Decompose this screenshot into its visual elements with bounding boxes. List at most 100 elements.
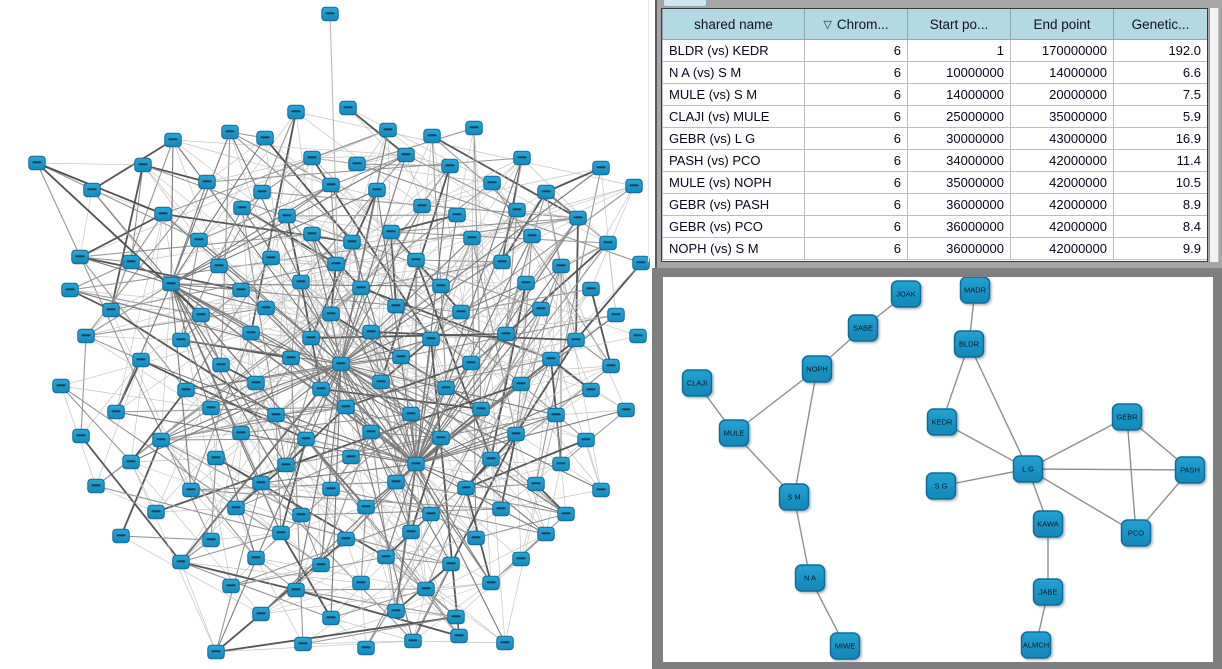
network-node[interactable] [441, 158, 459, 174]
network-node[interactable] [492, 501, 510, 517]
network-node[interactable] [190, 232, 208, 248]
network-node[interactable] [122, 254, 140, 270]
network-node[interactable] [233, 200, 251, 216]
detail-network-node[interactable]: ALMCH [1020, 631, 1052, 659]
network-node[interactable] [154, 206, 172, 222]
network-node[interactable] [629, 328, 647, 344]
network-node[interactable] [599, 235, 617, 251]
network-node[interactable] [210, 258, 228, 274]
network-node[interactable] [312, 381, 330, 397]
column-header-start-position[interactable]: Start po... [907, 9, 1011, 40]
detail-network-canvas[interactable]: JOAK MADR SABE NOPH BLDR CLAJI MULE KEDR GEBR S M… [663, 277, 1213, 662]
network-node[interactable] [592, 160, 610, 176]
network-node[interactable] [343, 234, 361, 250]
network-node[interactable] [482, 575, 500, 591]
network-node[interactable] [256, 130, 274, 146]
network-node[interactable] [71, 249, 89, 265]
network-node[interactable] [332, 356, 350, 372]
column-header-end-point[interactable]: End point [1010, 9, 1114, 40]
network-node[interactable] [450, 628, 468, 644]
network-node[interactable] [77, 328, 95, 344]
network-node[interactable] [387, 298, 405, 314]
network-node[interactable] [517, 275, 535, 291]
network-node[interactable] [252, 475, 270, 491]
network-node[interactable] [172, 554, 190, 570]
detail-network-node[interactable]: KEDR [926, 408, 958, 436]
network-node[interactable] [432, 430, 450, 446]
table-row[interactable]: GEBR (vs) PASH 6 36000000 42000000 8.9 [662, 193, 1207, 216]
network-node[interactable] [508, 202, 526, 218]
network-node[interactable] [247, 375, 265, 391]
network-node[interactable] [542, 351, 560, 367]
network-node[interactable] [322, 177, 340, 193]
detail-network-node[interactable]: S G [925, 472, 957, 500]
network-node[interactable] [302, 330, 320, 346]
network-node[interactable] [404, 633, 422, 649]
detail-network-node[interactable]: SABE [847, 314, 879, 342]
network-node[interactable] [482, 451, 500, 467]
network-node[interactable] [322, 306, 340, 322]
network-node[interactable] [397, 147, 415, 163]
network-node[interactable] [207, 450, 225, 466]
network-node[interactable] [352, 280, 370, 296]
network-node[interactable] [252, 606, 270, 622]
network-node[interactable] [447, 609, 465, 625]
network-node[interactable] [242, 325, 260, 341]
network-node[interactable] [134, 157, 152, 173]
overview-network-canvas[interactable] [0, 0, 655, 669]
network-node[interactable] [493, 254, 511, 270]
network-node[interactable] [362, 424, 380, 440]
network-node[interactable] [147, 504, 165, 520]
detail-network-node[interactable]: JABE [1032, 578, 1064, 606]
network-node[interactable] [407, 252, 425, 268]
detail-network-node[interactable]: S M [778, 483, 810, 511]
network-node[interactable] [465, 120, 483, 136]
network-node[interactable] [617, 402, 635, 418]
detail-network-node[interactable]: KAWA [1032, 510, 1064, 538]
detail-network-node[interactable]: MULE [718, 419, 750, 447]
network-node[interactable] [277, 457, 295, 473]
network-node[interactable] [382, 224, 400, 240]
network-node[interactable] [537, 526, 555, 542]
network-node[interactable] [152, 432, 170, 448]
table-row[interactable]: PASH (vs) PCO 6 34000000 42000000 11.4 [662, 149, 1207, 172]
network-node[interactable] [177, 382, 195, 398]
table-scroll-nub[interactable] [663, 0, 707, 7]
detail-network-node[interactable]: PASH [1174, 456, 1206, 484]
network-node[interactable] [272, 525, 290, 541]
network-node[interactable] [202, 400, 220, 416]
network-node[interactable] [483, 175, 501, 191]
network-node[interactable] [417, 581, 435, 597]
network-node[interactable] [297, 431, 315, 447]
detail-network-node[interactable]: CLAJI [681, 369, 713, 397]
network-node[interactable] [452, 304, 470, 320]
network-node[interactable] [422, 331, 440, 347]
network-node[interactable] [257, 300, 275, 316]
detail-network-node[interactable]: MADR [959, 277, 991, 304]
network-node[interactable] [357, 640, 375, 656]
network-node[interactable] [292, 507, 310, 523]
network-node[interactable] [348, 156, 366, 172]
network-node[interactable] [387, 474, 405, 490]
network-node[interactable] [569, 210, 587, 226]
network-node[interactable] [402, 524, 420, 540]
network-node[interactable] [253, 184, 271, 200]
network-node[interactable] [83, 182, 101, 198]
network-node[interactable] [442, 556, 460, 572]
network-node[interactable] [523, 228, 541, 244]
network-node[interactable] [402, 406, 420, 422]
detail-network-node[interactable]: JOAK [890, 280, 922, 308]
network-node[interactable] [457, 480, 475, 496]
network-node[interactable] [164, 132, 182, 148]
detail-network-node[interactable]: BLDR [953, 330, 985, 358]
column-header-genetic[interactable]: Genetic... [1113, 9, 1207, 40]
network-node[interactable] [552, 258, 570, 274]
table-row[interactable]: BLDR (vs) KEDR 6 1 170000000 192.0 [662, 39, 1207, 62]
network-node[interactable] [407, 456, 425, 472]
network-node[interactable] [232, 425, 250, 441]
network-node[interactable] [537, 184, 555, 200]
network-node[interactable] [192, 307, 210, 323]
network-node[interactable] [198, 174, 216, 190]
network-node[interactable] [437, 380, 455, 396]
table-row[interactable]: GEBR (vs) PCO 6 36000000 42000000 8.4 [662, 215, 1207, 238]
